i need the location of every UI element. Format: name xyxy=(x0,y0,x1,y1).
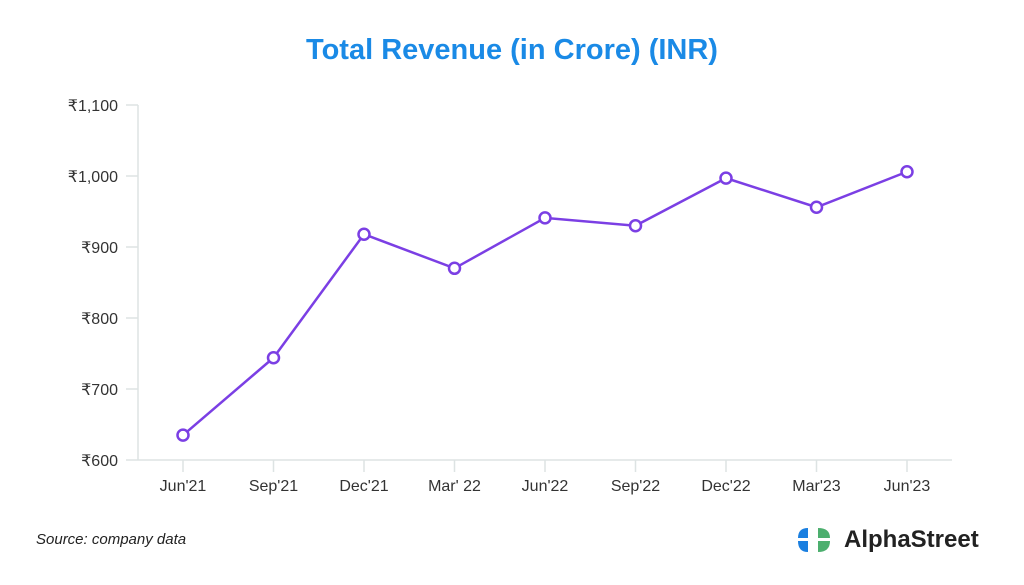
x-tick-label: Mar'23 xyxy=(792,478,841,495)
y-tick-label: ₹800 xyxy=(81,311,118,328)
x-tick-label: Jun'22 xyxy=(522,478,569,495)
y-tick-label: ₹1,000 xyxy=(68,169,118,186)
alphastreet-logo-icon xyxy=(798,528,830,552)
brand-name: AlphaStreet xyxy=(844,526,979,553)
data-point xyxy=(447,261,462,276)
x-tick-label: Jun'21 xyxy=(160,478,207,495)
x-tick-label: Dec'22 xyxy=(701,478,750,495)
y-tick-label: ₹700 xyxy=(81,382,118,399)
data-point xyxy=(357,227,371,241)
y-tick-label: ₹1,100 xyxy=(68,98,118,115)
data-point xyxy=(900,164,914,179)
data-point xyxy=(266,351,281,365)
x-tick-label: Dec'21 xyxy=(339,478,388,495)
data-point xyxy=(176,428,190,442)
data-point xyxy=(538,211,552,225)
y-tick-label: ₹900 xyxy=(81,240,118,257)
chart-title: Total Revenue (in Crore) (INR) xyxy=(306,34,718,66)
x-tick-label: Jun'23 xyxy=(884,478,931,495)
data-point xyxy=(628,218,643,233)
data-point xyxy=(719,171,733,185)
x-tick-label: Sep'22 xyxy=(611,478,660,495)
source-note: Source: company data xyxy=(36,531,187,548)
x-tick-label: Mar' 22 xyxy=(428,478,481,495)
x-tick-label: Sep'21 xyxy=(249,478,298,495)
y-tick-label: ₹600 xyxy=(81,453,118,470)
data-point xyxy=(809,200,824,214)
alphastreet-logo: AlphaStreet xyxy=(796,526,979,554)
